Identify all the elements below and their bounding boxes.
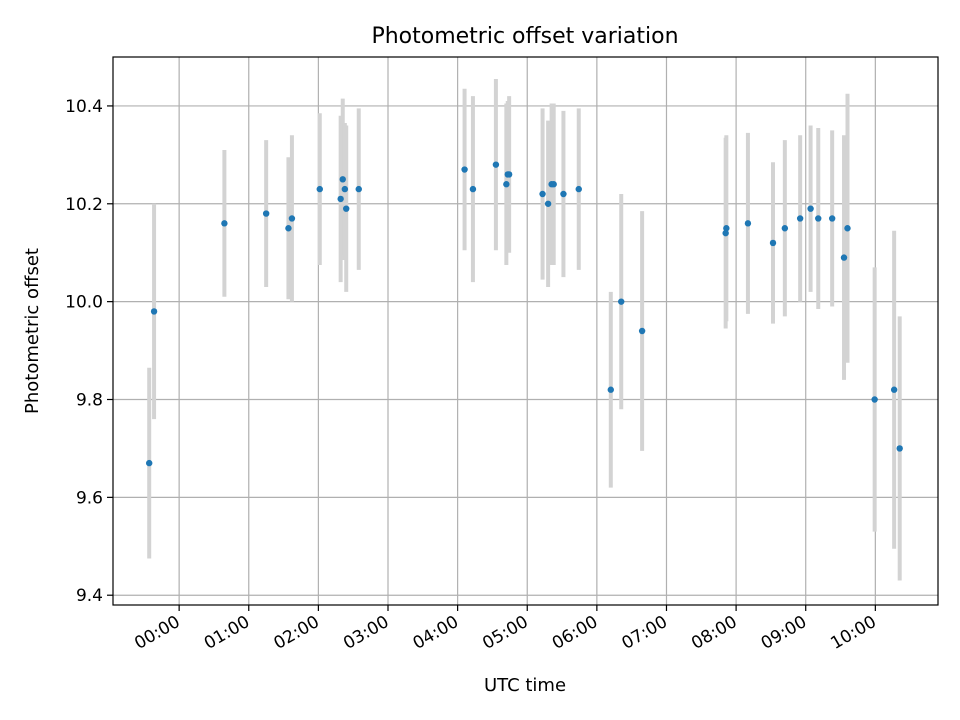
- y-tick-label: 10.2: [65, 195, 103, 215]
- data-point: [723, 225, 730, 232]
- data-point: [890, 386, 898, 393]
- data-point: [461, 166, 468, 173]
- data-point: [638, 327, 646, 335]
- data-point: [550, 181, 557, 188]
- data-point: [607, 386, 614, 393]
- data-point: [539, 190, 546, 198]
- x-axis-label: UTC time: [484, 675, 566, 696]
- y-tick-label: 9.8: [76, 391, 103, 411]
- data-point: [285, 225, 292, 232]
- grid-lines: [113, 57, 938, 605]
- data-point: [505, 171, 513, 178]
- data-point: [896, 445, 903, 452]
- data-point: [722, 229, 729, 237]
- y-tick-label: 9.4: [76, 586, 103, 606]
- data-point: [618, 298, 625, 305]
- data-point: [221, 220, 228, 227]
- data-point: [575, 185, 582, 193]
- data-point: [828, 215, 836, 222]
- data-point: [341, 185, 349, 193]
- data-point: [544, 200, 552, 207]
- data-point: [337, 195, 344, 203]
- y-axis-ticks: 9.4 9.6 9.8 10.0 10.2 10.4: [65, 97, 113, 606]
- data-point: [503, 181, 510, 188]
- plot-frame: [112, 56, 939, 606]
- data-point: [871, 396, 878, 403]
- data-point: [288, 215, 296, 222]
- data-point: [744, 220, 752, 227]
- data-point: [844, 225, 851, 232]
- data-point: [807, 205, 814, 212]
- data-point: [355, 185, 362, 193]
- data-point: [815, 215, 822, 222]
- y-axis-label: Photometric offset: [22, 248, 43, 414]
- y-tick-label: 10.0: [65, 293, 103, 313]
- data-points: [146, 161, 903, 467]
- data-point: [316, 185, 323, 193]
- data-point: [840, 254, 848, 261]
- chart-title: Photometric offset variation: [371, 24, 678, 49]
- data-point: [796, 215, 804, 222]
- data-point: [262, 210, 270, 217]
- data-point: [146, 459, 153, 467]
- data-point: [560, 190, 567, 198]
- data-point: [492, 161, 500, 168]
- data-point: [343, 205, 350, 212]
- data-point: [339, 176, 346, 183]
- data-point: [469, 185, 477, 193]
- y-tick-label: 9.6: [76, 488, 103, 508]
- data-point: [781, 225, 789, 232]
- data-point: [769, 239, 777, 247]
- data-point: [150, 308, 158, 315]
- y-tick-label: 10.4: [65, 97, 103, 117]
